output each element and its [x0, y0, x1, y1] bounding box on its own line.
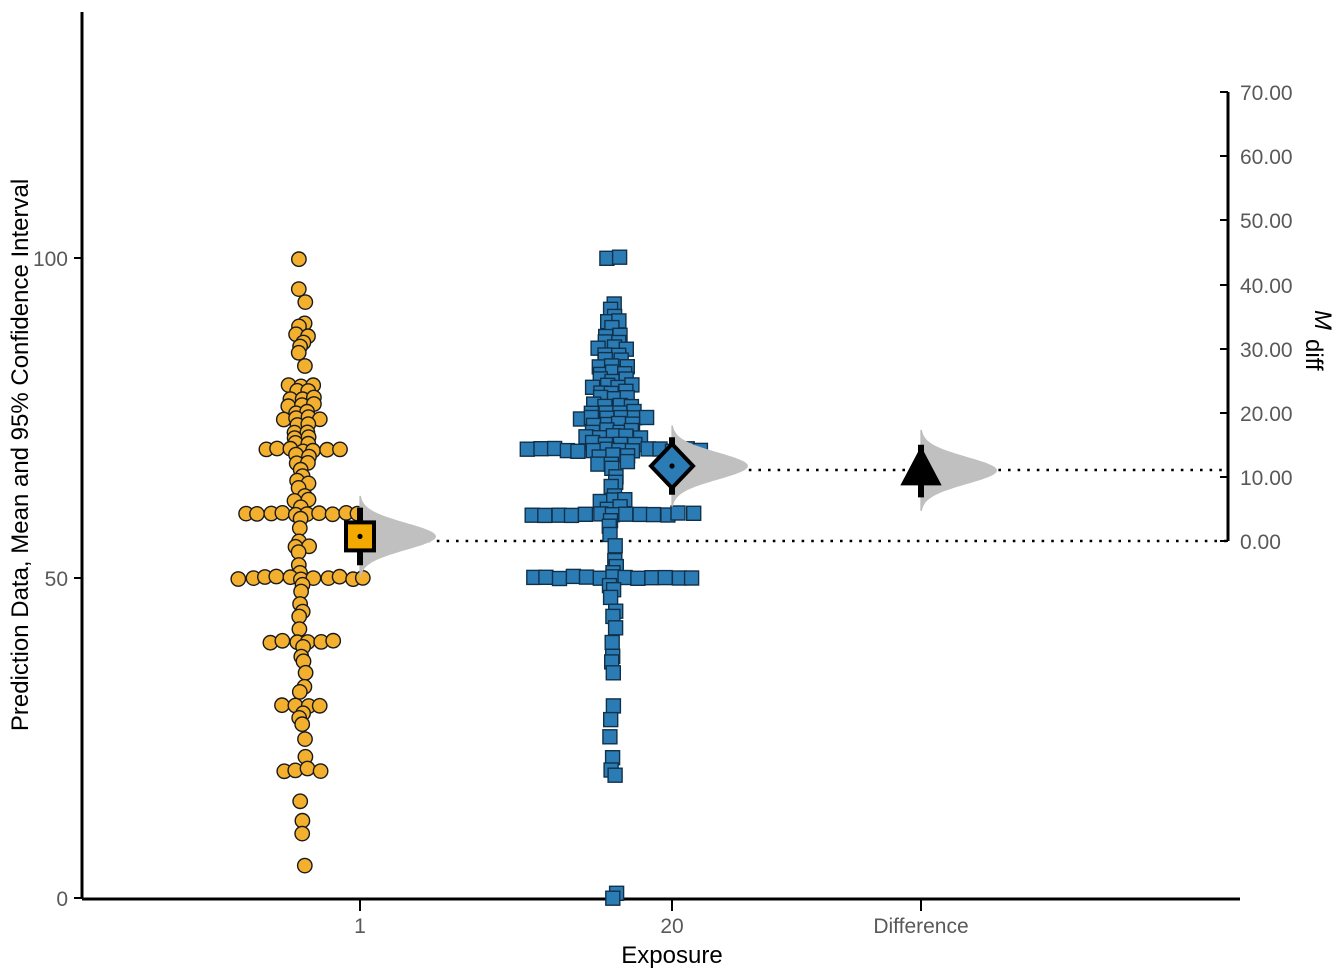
data-point-group-1	[332, 441, 348, 458]
data-point-group-1	[311, 505, 327, 522]
data-point-group-20	[645, 506, 662, 523]
data-point-group-1	[291, 520, 308, 536]
left-tick-label-50: 50	[45, 568, 68, 591]
data-point-group-1	[297, 731, 313, 747]
data-point-group-1	[291, 621, 308, 637]
data-point-group-20	[683, 570, 700, 586]
right-tick-label-30: 30.00	[1240, 339, 1293, 362]
data-point-group-20	[607, 538, 623, 554]
x-tick-label-1: 1	[354, 915, 366, 938]
data-point-group-20	[605, 665, 621, 681]
data-point-group-20	[638, 409, 655, 426]
data-point-group-1	[324, 506, 341, 523]
data-point-group-20	[603, 711, 619, 728]
data-point-group-1	[297, 664, 314, 681]
data-point-group-1	[269, 440, 285, 457]
data-point-group-1	[312, 763, 329, 779]
data-point-group-20	[632, 506, 648, 523]
swarm-group-20	[519, 249, 709, 906]
data-point-group-1	[296, 358, 313, 374]
data-point-group-1	[296, 857, 313, 874]
right-tick-label-10: 10.00	[1240, 467, 1293, 490]
data-point-group-1	[290, 251, 307, 268]
x-tick-label-20: 20	[660, 915, 683, 938]
bootstrap-distribution-difference	[921, 429, 997, 511]
y-axis-title: Prediction Data, Mean and 95% Confidence…	[7, 179, 34, 731]
bootstrap-distribution-group-20	[672, 425, 748, 507]
bottom-axis: 1 20 Difference Exposure	[82, 897, 1240, 969]
data-point-group-20	[599, 250, 615, 267]
right-tick-label-60: 60.00	[1240, 146, 1293, 169]
data-point-group-1	[268, 568, 285, 585]
data-point-group-20	[602, 729, 618, 745]
right-tick-label-0: 0.00	[1240, 531, 1281, 554]
data-point-group-20	[618, 506, 634, 522]
data-point-group-1	[290, 281, 307, 297]
data-point-group-20	[607, 767, 623, 783]
data-point-group-20	[551, 570, 568, 587]
right-tick-label-40: 40.00	[1240, 275, 1293, 298]
x-tick-label-difference: Difference	[873, 915, 968, 938]
data-point-group-1	[290, 344, 307, 361]
data-point-group-20	[607, 620, 624, 636]
data-point-group-20	[590, 456, 606, 472]
right-tick-label-20: 20.00	[1240, 403, 1293, 426]
data-point-group-20	[686, 505, 702, 521]
data-point-group-20	[538, 569, 554, 585]
data-point-group-20	[533, 441, 549, 457]
right-axis: 70.00 60.00 50.00 40.00 30.00 20.00 10.0…	[1220, 82, 1336, 554]
left-tick-label-0: 0	[56, 888, 68, 911]
x-axis-title: Exposure	[621, 942, 722, 969]
data-point-group-1	[294, 825, 311, 842]
data-point-group-1	[291, 684, 308, 700]
data-point-group-1	[354, 570, 371, 586]
data-point-group-20	[605, 698, 622, 714]
left-axis: 100 50 0 Prediction Data, Mean and 95% C…	[7, 12, 84, 911]
data-point-group-20	[563, 507, 580, 524]
bootstrap-distributions	[359, 425, 997, 577]
data-point-group-1	[230, 571, 247, 587]
data-point-group-20	[611, 249, 628, 265]
right-axis-title: M	[1309, 310, 1336, 330]
reference-lines	[360, 468, 1228, 543]
data-point-group-20	[546, 440, 563, 457]
right-tick-label-50: 50.00	[1240, 210, 1293, 233]
data-point-group-20	[565, 568, 582, 585]
data-point-group-20	[619, 453, 636, 470]
data-point-group-1	[299, 760, 316, 777]
swarm-group-1	[230, 251, 371, 874]
data-point-group-20	[657, 569, 673, 586]
data-point-group-1	[294, 716, 311, 733]
data-point-group-1	[297, 294, 314, 310]
mean-marker-center-dot-group-20	[669, 463, 675, 469]
left-tick-label-100: 100	[33, 248, 68, 271]
data-point-group-20	[577, 506, 594, 522]
data-point-group-1	[274, 632, 291, 649]
data-point-group-1	[325, 632, 342, 649]
bootstrap-distribution-group-1	[360, 495, 436, 577]
mean-marker-center-dot-group-1	[357, 533, 363, 540]
right-tick-label-70: 70.00	[1240, 82, 1293, 105]
effect-size-marker-difference[interactable]	[900, 446, 942, 486]
data-point-group-20	[519, 441, 535, 457]
data-point-group-20	[644, 570, 660, 586]
data-point-group-20	[570, 443, 586, 459]
data-point-group-1	[249, 506, 265, 522]
data-point-group-1	[311, 697, 328, 714]
data-point-group-1	[292, 793, 309, 810]
data-point-group-20	[630, 570, 646, 586]
data-point-group-1	[331, 568, 348, 585]
right-axis-title-subscript: diff	[1300, 339, 1327, 371]
data-point-group-20	[578, 569, 595, 585]
data-point-group-20	[604, 634, 620, 651]
mean-markers	[344, 437, 942, 566]
data-point-group-1	[274, 505, 291, 521]
data-point-group-20	[670, 505, 686, 521]
data-point-group-20	[602, 589, 619, 606]
data-point-group-20	[605, 890, 621, 906]
data-point-group-1	[274, 697, 290, 714]
data-point-group-20	[537, 507, 553, 524]
